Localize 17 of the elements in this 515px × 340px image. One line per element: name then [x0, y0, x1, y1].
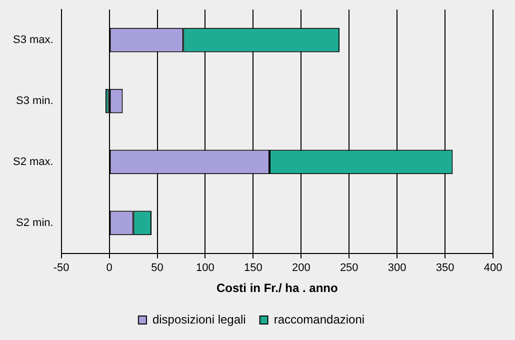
x-tick-label: 150 — [244, 262, 262, 274]
x-tick-label: 300 — [388, 262, 406, 274]
x-tick-label: 250 — [340, 262, 358, 274]
x-tick-label: 100 — [196, 262, 214, 274]
x-tick-label: -50 — [53, 262, 70, 274]
x-tick-label: 0 — [106, 262, 112, 274]
legend-label: raccomandazioni — [274, 312, 365, 326]
y-tick-label: S3 min. — [16, 95, 54, 108]
x-tick-label: 400 — [484, 262, 502, 274]
x-tick-label: 200 — [292, 262, 310, 274]
y-tick-label: S2 min. — [16, 216, 54, 229]
y-tick-label: S3 max. — [12, 34, 54, 46]
legend-label: disposizioni legali — [152, 312, 246, 326]
y-tick-label: S2 max. — [12, 156, 54, 168]
x-axis-title: Costi in Fr./ ha . anno — [216, 281, 338, 296]
x-tick-label: 350 — [436, 262, 454, 274]
x-tick-label: 50 — [151, 262, 164, 274]
